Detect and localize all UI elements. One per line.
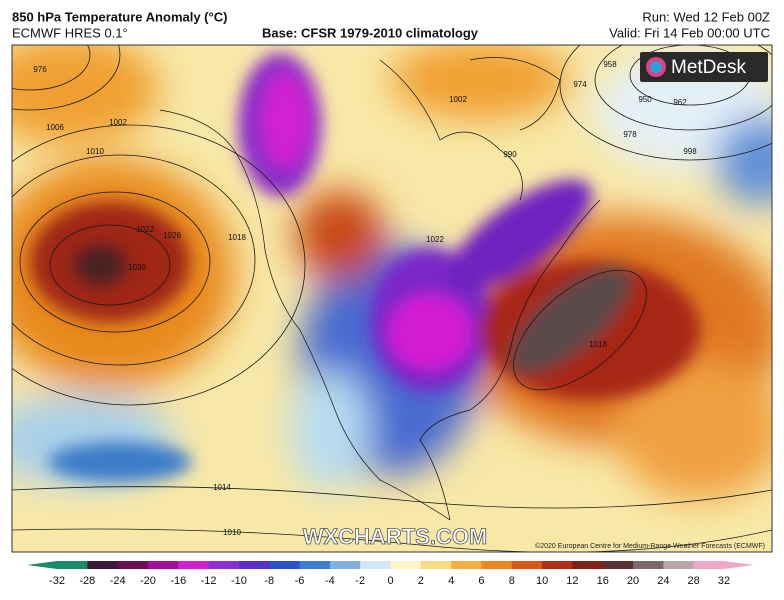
isobar-label: 976 xyxy=(33,65,47,74)
isobar-label: 978 xyxy=(623,130,637,139)
colorbar-segment xyxy=(360,561,391,569)
colorbar-tick-label: 2 xyxy=(418,575,424,587)
colorbar-segment xyxy=(542,561,573,569)
colorbar-tick-label: -32 xyxy=(49,575,65,587)
map-frame xyxy=(11,44,773,553)
colorbar-tick-label: 16 xyxy=(597,575,609,587)
logo-text: MetDesk xyxy=(671,57,746,78)
colorbar-tick-label: -20 xyxy=(140,575,156,587)
isobar-label: 962 xyxy=(673,98,687,107)
colorbar-tick-label: 28 xyxy=(688,575,700,587)
map xyxy=(12,45,772,552)
colorbar-segment xyxy=(663,561,695,569)
colorbar-segment xyxy=(178,561,210,569)
colorbar-segment xyxy=(57,561,88,569)
colorbar-segment xyxy=(238,561,270,569)
colorbar-tick-label: -8 xyxy=(264,575,274,587)
run: Run: Wed 12 Feb 00Z xyxy=(642,9,770,24)
isobar-label: 1022 xyxy=(136,225,154,234)
colorbar-segment xyxy=(390,561,422,569)
isobar-label: 1010 xyxy=(223,528,241,537)
logo: MetDesk xyxy=(640,52,768,82)
isobar-label: 974 xyxy=(573,80,587,89)
colorbar-segment xyxy=(633,561,664,569)
colorbar-tick-label: 32 xyxy=(718,575,730,587)
isobar-label: 1018 xyxy=(589,340,607,349)
isobar-label: 990 xyxy=(503,150,517,159)
colorbar-segment xyxy=(147,561,179,569)
coastlines xyxy=(159,57,601,521)
isobar-labels: 976 1006 1002 1010 1022 1026 1030 1018 1014 1010 1… xyxy=(33,60,697,537)
colorbar-tick-label: -4 xyxy=(325,575,335,587)
model: ECMWF HRES 0.1° xyxy=(12,25,128,40)
isobar-label: 1010 xyxy=(86,147,104,156)
colorbar-segment xyxy=(87,561,119,569)
watermark: WXCHARTS.COM xyxy=(303,524,488,549)
isobar-label: 1014 xyxy=(213,483,231,492)
title: 850 hPa Temperature Anomaly (°C) xyxy=(12,9,227,24)
colorbar-tick-label: 0 xyxy=(387,575,393,587)
isobar-label: 1018 xyxy=(228,233,246,242)
colorbar-segment xyxy=(511,561,543,569)
colorbar-tick-label: -24 xyxy=(110,575,126,587)
colorbar-segment xyxy=(572,561,604,569)
colorbar-segment xyxy=(602,561,634,569)
colorbar-segment xyxy=(208,561,240,569)
colorbar-tick-label: 12 xyxy=(566,575,578,587)
colorbar-segment xyxy=(299,561,331,569)
colorbar-tick-label: 4 xyxy=(448,575,454,587)
colorbar-tick-label: -2 xyxy=(355,575,365,587)
colorbar-segment xyxy=(420,561,452,569)
colorbar-end xyxy=(27,561,57,569)
colorbar-segment xyxy=(269,561,301,569)
colorbar-tick-label: -12 xyxy=(201,575,217,587)
colorbar-tick-label: -28 xyxy=(79,575,95,587)
isobar-label: 1002 xyxy=(109,118,127,127)
isobar-label: 1030 xyxy=(128,263,146,272)
colorbar-segment xyxy=(481,561,513,569)
colorbar-tick-label: 24 xyxy=(657,575,669,587)
isobar-label: 1006 xyxy=(46,123,64,132)
valid: Valid: Fri 14 Feb 00:00 UTC xyxy=(609,25,770,40)
colorbar-tick-label: -6 xyxy=(295,575,305,587)
base: Base: CFSR 1979-2010 climatology xyxy=(262,25,479,40)
colorbar: -32 -28 -24 -20 -16 -12 -10 -8 -6 -4 -2 0 2 4 6 8 10 12 16… xyxy=(27,561,754,587)
colorbar-tick-label: 6 xyxy=(478,575,484,587)
copyright: ©2020 European Centre for Medium-Range W… xyxy=(535,542,765,550)
isobar-label: 1002 xyxy=(449,95,467,104)
colorbar-tick-label: -16 xyxy=(170,575,186,587)
isobar-label: 958 xyxy=(603,60,617,69)
colorbar-segment xyxy=(117,561,149,569)
colorbar-segment xyxy=(451,561,482,569)
colorbar-tick-label: 8 xyxy=(509,575,515,587)
colorbar-end xyxy=(724,561,754,569)
colorbar-tick-label: 20 xyxy=(627,575,639,587)
isobar-label: 1026 xyxy=(163,231,181,240)
colorbar-segment xyxy=(693,561,725,569)
colorbar-segment xyxy=(329,561,361,569)
isobar-label: 1022 xyxy=(426,235,444,244)
isobar-label: 950 xyxy=(638,95,652,104)
colorbar-tick-label: 10 xyxy=(536,575,548,587)
isobar-label: 998 xyxy=(683,147,697,156)
colorbar-tick-label: -10 xyxy=(231,575,247,587)
